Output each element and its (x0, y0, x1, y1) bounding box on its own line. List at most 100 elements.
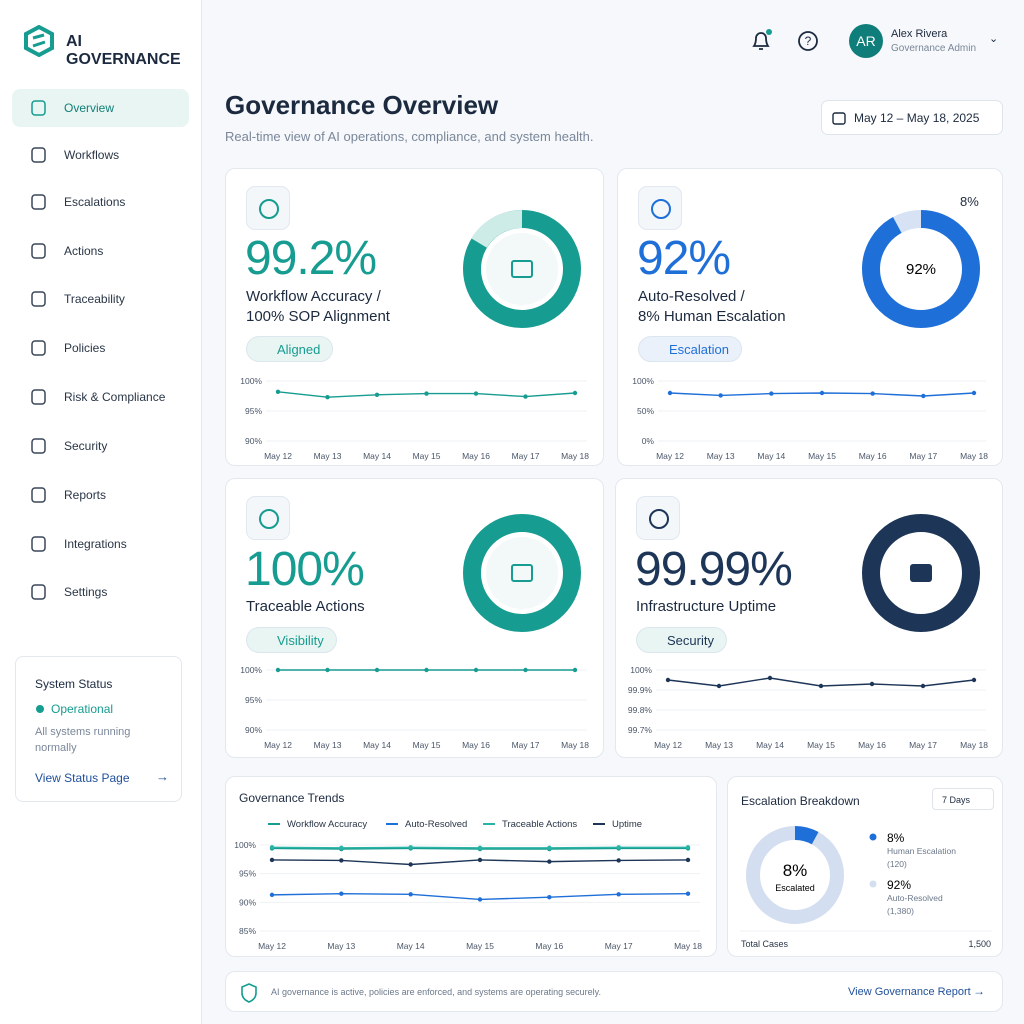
nav-label: Workflows (64, 148, 120, 162)
point (339, 858, 344, 863)
point (547, 859, 552, 864)
breakdown-card: Escalation Breakdown 7 Days 8% Escalated 8… (727, 776, 1003, 957)
point (767, 675, 773, 681)
status-dot (36, 705, 44, 713)
x-tick-label: May 16 (858, 740, 886, 750)
status-link[interactable]: View Status Page (35, 771, 130, 785)
point (269, 892, 275, 898)
icon-shape (31, 100, 46, 116)
help-icon[interactable]: ? (797, 30, 819, 52)
y-tick-label: 90% (245, 725, 262, 735)
legend-dot (869, 833, 877, 841)
point (269, 845, 275, 850)
ring-inner (486, 233, 558, 305)
nav-item[interactable]: Overview (12, 89, 189, 127)
nav-icon (31, 389, 46, 405)
point (339, 845, 344, 851)
nav-icon (31, 340, 46, 356)
legend-value: 92% (887, 878, 911, 892)
point (473, 667, 479, 673)
nav-item[interactable]: Policies (12, 329, 189, 367)
donut (463, 209, 581, 328)
nav-icon (31, 100, 46, 116)
badge: Aligned (246, 336, 334, 362)
date-picker[interactable]: May 12 – May 18, 2025 (821, 100, 1003, 135)
ring-inner (486, 537, 558, 609)
sidebar: AI GOVERNANCE System Status Operational … (0, 0, 202, 1024)
point (275, 389, 281, 394)
donut-label: 8% (960, 194, 979, 209)
icon-shape (31, 584, 46, 600)
x-tick-label: May 14 (363, 451, 391, 461)
nav-icon (31, 147, 46, 163)
nav-label: Traceability (64, 292, 125, 306)
nav-label: Reports (64, 488, 107, 502)
nav-item[interactable]: Escalations (12, 183, 189, 221)
metric-value: 100% (245, 543, 365, 596)
point (869, 681, 875, 687)
ring (463, 514, 581, 632)
x-tick-label: May 15 (413, 740, 441, 750)
sparkline: 100% 50% 0%May 12 May 13 May 14 May 15 May 16 M… (632, 376, 988, 461)
metric-label: Infrastructure Uptime (636, 598, 777, 615)
card-icon (246, 186, 290, 230)
x-tick-label: May 16 (859, 451, 887, 461)
bell-icon[interactable] (750, 29, 772, 53)
metric-label: 100% SOP Alignment (246, 308, 390, 325)
total-value: 1,500 (968, 939, 991, 949)
ring-light (471, 209, 523, 249)
metric-value: 99.99% (635, 543, 793, 596)
nav-item[interactable]: Security (12, 427, 189, 465)
x-tick-label: May 14 (757, 451, 785, 461)
nav-item[interactable]: Settings (12, 573, 189, 611)
nav-icon (31, 584, 46, 600)
legend-count: (120) (887, 859, 907, 869)
point (275, 667, 281, 673)
footer-bar: AI governance is active, policies are en… (225, 971, 1003, 1012)
user-role: Governance Admin (891, 43, 977, 54)
period-select[interactable]: 7 Days (932, 788, 994, 810)
nav-icon (31, 291, 46, 307)
nav-icon (31, 243, 46, 259)
icon-glyph (511, 564, 533, 582)
point (685, 891, 691, 896)
avatar[interactable]: AR (849, 24, 883, 58)
plot: 100% 95% 90% 85%May 12 May 13 May 14 May 15 May… (234, 840, 702, 951)
nav-item[interactable]: Risk & Compliance (12, 378, 189, 416)
metric-value: 92% (637, 232, 731, 285)
x-tick-label: May 13 (314, 451, 342, 461)
trends-card: Governance Trends Workflow Accuracy Auto-… (225, 776, 717, 957)
nav-item[interactable]: Reports (12, 476, 189, 514)
chevron[interactable]: ⌄ (989, 33, 999, 45)
point (616, 892, 621, 897)
shield-icon (241, 983, 257, 1003)
metric-card: 99.99% Infrastructure Uptime Security 100% 9… (615, 478, 1003, 758)
x-tick-label: May 13 (707, 451, 735, 461)
x-tick-label: May 12 (264, 740, 292, 750)
point (718, 393, 723, 398)
point (667, 390, 673, 396)
y-tick-label: 99.7% (628, 725, 653, 735)
nav-item[interactable]: Workflows (12, 136, 189, 174)
nav-item[interactable]: Actions (12, 232, 189, 270)
nav-item[interactable]: Integrations (12, 525, 189, 563)
nav-icon (31, 194, 46, 210)
point (971, 390, 977, 396)
y-tick-label: 100% (240, 376, 262, 386)
footer-link[interactable]: View Governance Report (848, 986, 971, 998)
status-title: System Status (35, 677, 113, 691)
card-icon (246, 496, 290, 540)
point (685, 845, 691, 850)
point (339, 891, 344, 896)
point (547, 845, 552, 851)
nav-icon (31, 438, 46, 454)
point (325, 395, 330, 400)
status-card: System Status Operational All systems ru… (15, 656, 182, 802)
donut (463, 514, 581, 632)
nav-item[interactable]: Traceability (12, 280, 189, 318)
donut-label: 92% (906, 261, 936, 278)
x-tick-label: May 15 (466, 941, 494, 951)
point (971, 677, 977, 683)
point (374, 392, 380, 397)
y-tick-label: 95% (239, 869, 256, 879)
